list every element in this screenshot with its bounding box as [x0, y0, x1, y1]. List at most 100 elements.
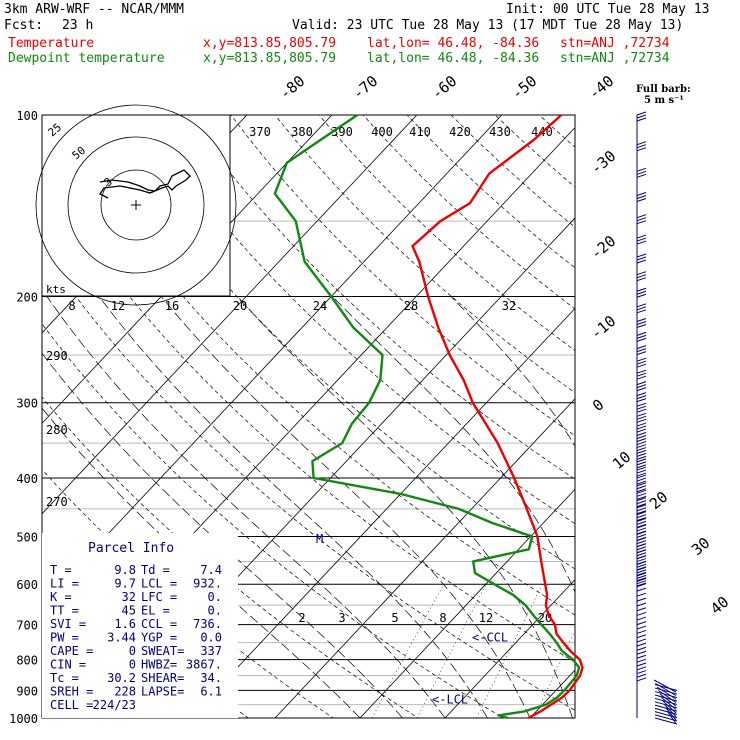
hodograph-speed-label: 24	[313, 299, 327, 313]
wind-barb	[636, 173, 647, 178]
isotherm-line	[444, 579, 575, 718]
wind-barb	[636, 435, 647, 439]
temperature-profile	[411, 114, 584, 720]
wind-barb	[636, 412, 647, 417]
wind-barb	[636, 560, 647, 565]
wind-barb	[656, 686, 677, 700]
mixing-ratio-tick-label: 8	[439, 611, 446, 625]
isotherm-tick-label: 0	[589, 395, 607, 415]
parcel-info-field-value: 6.1	[200, 685, 222, 699]
wind-barb	[636, 583, 647, 588]
wind-barbs	[636, 111, 678, 725]
valid-time: Valid: 23 UTC Tue 28 May 13 (17 MDT Tue …	[292, 18, 684, 33]
hodograph-speed-label: 28	[404, 299, 418, 313]
wind-barb	[636, 422, 647, 427]
theta-e-tick-label: 390	[331, 125, 353, 139]
dry-adiabat-line	[42, 171, 575, 663]
wind-barb	[636, 277, 647, 282]
wind-barb	[636, 642, 647, 647]
parcel-info-field-label: CIN =	[50, 658, 86, 672]
moist-adiabat-line	[237, 296, 573, 718]
wind-barb	[636, 170, 647, 175]
level-marker-label: M	[316, 532, 323, 546]
wind-barb	[636, 558, 647, 563]
parcel-info-field-value: 45	[122, 604, 136, 618]
legend-dewpoint-station: stn=ANJ ,72734	[560, 51, 670, 66]
pressure-tick-label: 600	[16, 578, 38, 592]
parcel-info-field-value: 1.6	[114, 617, 136, 631]
wind-barb	[636, 432, 647, 436]
init-time: Init: 00 UTC Tue 28 May 13	[506, 2, 710, 17]
wind-barb	[636, 271, 647, 276]
hodograph-trace	[99, 169, 191, 199]
wind-barb	[636, 482, 647, 487]
mixing-ratio-labels: 2 3 5 8 12 20	[298, 611, 552, 625]
wind-barb	[636, 337, 647, 342]
wind-barb	[636, 646, 647, 651]
forecast-label: Fcst:	[4, 18, 44, 33]
hodograph-units-label: kts	[46, 283, 66, 296]
pressure-tick-label: 700	[16, 619, 38, 633]
parcel-info-field-label: SWEAT=	[141, 644, 184, 658]
wind-barb	[636, 666, 647, 671]
wind-barb	[662, 700, 677, 714]
wind-barb	[659, 693, 677, 707]
wind-barb	[636, 114, 647, 119]
wind-barb	[636, 234, 647, 239]
isotherm-tick-label: -20	[587, 232, 619, 263]
parcel-info-field-value: 30.2	[107, 671, 136, 685]
wind-barb	[654, 717, 678, 725]
wind-barb	[636, 372, 647, 377]
parcel-info-field-label: YGP =	[141, 631, 177, 645]
wind-barb	[636, 198, 647, 202]
wind-barb	[636, 303, 647, 308]
wind-barb	[636, 253, 647, 258]
moist-adiabat-line	[46, 296, 446, 718]
wind-barb	[636, 517, 647, 522]
wind-barb	[636, 517, 647, 522]
level-markers: M <-CCL <-LCL	[316, 532, 508, 706]
wind-barb	[636, 438, 647, 442]
wind-barb	[636, 497, 647, 502]
wind-barb	[636, 592, 647, 597]
parcel-info-field-label: CELL =	[50, 698, 93, 712]
parcel-info-field-label: LFC =	[141, 590, 177, 604]
theta-e-tick-label: 380	[291, 125, 313, 139]
dry-adiabat-line	[42, 323, 504, 718]
wind-barb	[636, 500, 647, 505]
parcel-info-field-label: EL =	[141, 604, 170, 618]
wind-barb	[636, 654, 647, 659]
wind-barb	[636, 662, 647, 667]
wind-barb	[636, 582, 647, 587]
legend-dewpoint-xy: x,y=813.85,805.79	[203, 51, 337, 66]
wind-barb	[636, 395, 647, 400]
barb-key-line2: 5 m s⁻¹	[644, 95, 684, 106]
wind-barb	[636, 111, 647, 116]
wind-barb	[636, 511, 647, 516]
mixing-ratio-line	[416, 584, 487, 718]
isotherm-tick-label: 30	[688, 534, 713, 559]
wind-barb	[658, 690, 677, 703]
wind-barb	[636, 144, 647, 149]
wind-barb	[636, 524, 647, 529]
parcel-info-field-label: SREH =	[50, 685, 93, 699]
wind-barb	[636, 458, 647, 463]
wind-barb	[636, 577, 647, 582]
dry-adiabat-line	[230, 115, 575, 437]
wind-barb	[636, 520, 647, 525]
level-marker-label: <-CCL	[472, 631, 508, 645]
sounding-series	[273, 114, 584, 720]
wind-barb	[665, 707, 677, 721]
wind-barb	[636, 480, 647, 485]
wind-barb	[636, 488, 647, 493]
isotherm-tick-label: -40	[585, 72, 617, 103]
wind-barb	[636, 546, 647, 551]
wind-barb	[636, 469, 647, 474]
wind-barb	[636, 375, 647, 380]
isotherm-tick-label: 40	[707, 593, 732, 618]
isotherm-line	[700, 115, 740, 718]
wind-barb	[636, 192, 647, 196]
wind-barb	[636, 167, 647, 172]
wind-barb	[636, 237, 647, 242]
hodograph-ring	[67, 136, 205, 274]
